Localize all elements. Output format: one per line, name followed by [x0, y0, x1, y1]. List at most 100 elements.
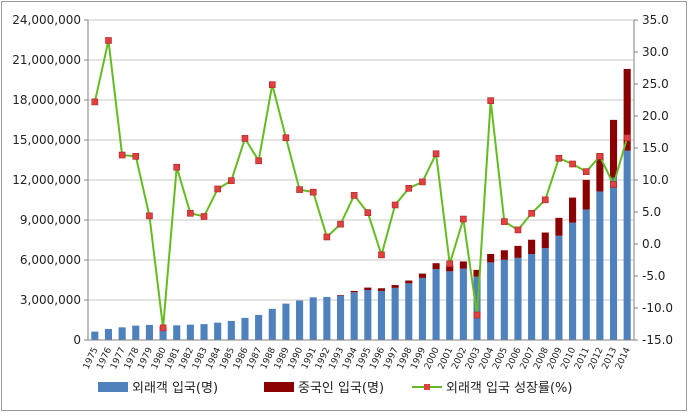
bar-foreign-visitors: [459, 268, 467, 340]
bar-foreign-visitors: [432, 269, 440, 340]
growth-point: [446, 260, 454, 268]
bar-foreign-visitors: [569, 222, 577, 340]
legend-swatch: [264, 382, 294, 392]
bar-foreign-visitors: [596, 191, 604, 340]
growth-point: [514, 226, 522, 234]
bar-chinese-visitors: [596, 153, 604, 192]
bar-foreign-visitors: [391, 287, 399, 340]
growth-point: [501, 218, 508, 225]
growth-point: [200, 213, 208, 220]
growth-point: [337, 220, 344, 228]
growth-point: [623, 134, 631, 142]
bar-foreign-visitors: [350, 292, 358, 340]
bar-foreign-visitors: [418, 277, 426, 340]
bar-foreign-visitors: [173, 325, 181, 340]
bar-chinese-visitors: [364, 287, 372, 290]
bar-chinese-visitors: [582, 179, 590, 210]
growth-point: [419, 178, 426, 186]
bar-chinese-visitors: [500, 250, 508, 260]
bar-foreign-visitors: [91, 331, 99, 340]
growth-point: [432, 150, 440, 158]
growth-point: [187, 209, 194, 217]
bar-foreign-visitors: [514, 257, 522, 340]
growth-point: [323, 233, 331, 241]
bar-foreign-visitors: [487, 262, 495, 340]
bar-foreign-visitors: [555, 235, 563, 340]
growth-point: [405, 185, 413, 192]
growth-point: [309, 188, 317, 196]
bar-chinese-visitors: [418, 273, 426, 278]
bar-foreign-visitors: [623, 150, 631, 340]
growth-point: [364, 209, 372, 216]
bar-foreign-visitors: [377, 290, 386, 340]
bar-foreign-visitors: [186, 324, 194, 340]
growth-point: [146, 212, 153, 220]
bar-chinese-visitors: [609, 119, 618, 178]
bar-foreign-visitors: [241, 317, 249, 340]
legend-marker: [424, 384, 430, 390]
bar-chinese-visitors: [391, 285, 399, 288]
growth-point: [105, 37, 112, 44]
growth-point: [241, 135, 249, 142]
bar-foreign-visitors: [323, 296, 331, 340]
y-left-tick-label: 21,000,000: [12, 53, 81, 67]
y-right-tick-label: 5.0: [642, 205, 661, 219]
growth-point: [555, 154, 563, 162]
gridlines: [88, 19, 634, 341]
y-right-tick-label: 0.0: [642, 237, 661, 251]
growth-point: [350, 192, 358, 199]
growth-point: [255, 157, 262, 165]
bar-chinese-visitors: [623, 68, 631, 151]
bar-chinese-visitors: [514, 245, 522, 258]
growth-point: [582, 168, 590, 175]
growth-point: [296, 186, 303, 193]
bar-chinese-visitors: [459, 261, 467, 269]
y-left-tick-label: 9,000,000: [20, 213, 81, 227]
y-right-tick-label: 30.0: [642, 45, 669, 59]
legend-swatch: [98, 382, 128, 392]
bar-foreign-visitors: [118, 327, 126, 340]
y-left-tick-label: 15,000,000: [12, 133, 81, 147]
bar-foreign-visitors: [582, 209, 590, 340]
y-left-tick-label: 18,000,000: [12, 93, 81, 107]
bar-foreign-visitors: [200, 324, 208, 340]
y-right-tick-label: -15.0: [642, 333, 673, 347]
bar-foreign-visitors: [405, 283, 413, 340]
growth-point: [282, 134, 290, 142]
y-left-tick-label: 12,000,000: [12, 173, 81, 187]
bar-foreign-visitors: [268, 308, 276, 340]
growth-line-series: [91, 37, 631, 332]
growth-point: [473, 311, 481, 319]
y-right-tick-label: -10.0: [642, 301, 673, 315]
growth-point: [378, 251, 385, 259]
y-right-tick-label: 35.0: [642, 13, 669, 27]
bar-chinese-visitors: [377, 288, 386, 291]
growth-point: [214, 185, 221, 193]
growth-point: [268, 81, 276, 88]
bar-chinese-visitors: [350, 290, 358, 293]
bar-foreign-visitors: [528, 254, 536, 340]
growth-point: [596, 153, 604, 160]
growth-point: [91, 98, 99, 106]
bar-chinese-visitors: [555, 217, 563, 236]
y-right-tick-label: 20.0: [642, 109, 669, 123]
y-left-tick-label: 24,000,000: [12, 13, 81, 27]
bar-chinese-visitors: [432, 263, 440, 270]
growth-line: [93, 40, 629, 328]
bar-foreign-visitors: [336, 295, 345, 340]
bar-foreign-visitors: [145, 324, 153, 340]
bar-chinese-visitors: [541, 232, 549, 249]
bar-foreign-visitors: [159, 326, 167, 340]
growth-point: [173, 163, 181, 171]
growth-point: [460, 215, 467, 223]
bar-foreign-visitors: [296, 300, 304, 340]
bar-foreign-visitors: [500, 259, 508, 340]
bar-foreign-visitors: [282, 303, 290, 340]
growth-point: [610, 181, 617, 188]
bar-chinese-visitors: [336, 295, 345, 296]
growth-point: [391, 201, 399, 209]
growth-point: [541, 196, 549, 204]
y-right-tick-label: 15.0: [642, 141, 669, 155]
